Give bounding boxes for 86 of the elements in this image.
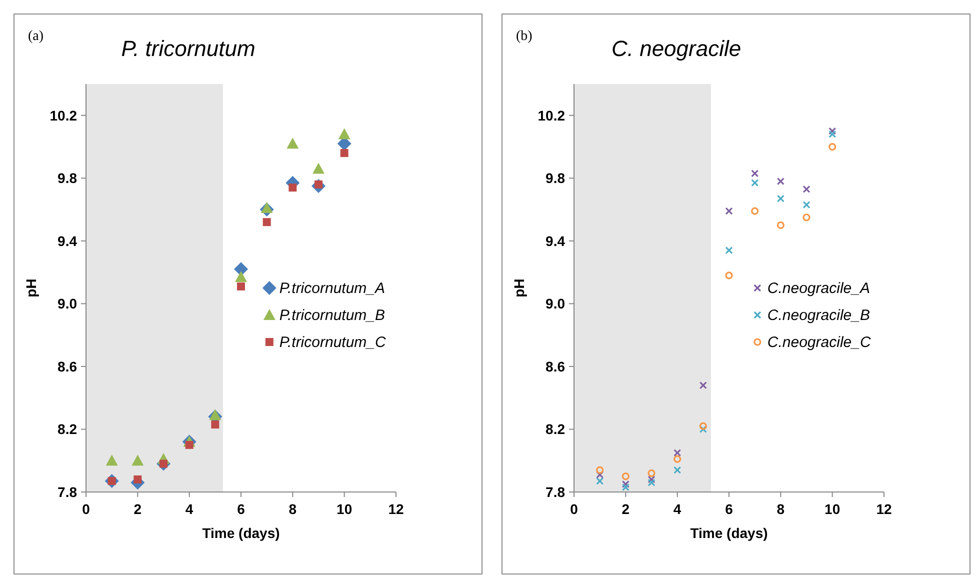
- legend-label: C.neogracile_C: [767, 334, 871, 351]
- point: [262, 218, 271, 226]
- point: [648, 478, 656, 486]
- y-tick-label: 10.2: [538, 107, 566, 124]
- y-axis-title: pH: [511, 278, 527, 298]
- point: [235, 271, 247, 282]
- y-tick-label: 7.8: [58, 484, 78, 500]
- x-tick-label: 10: [824, 501, 840, 517]
- x-tick-label: 0: [570, 501, 578, 517]
- point: [699, 381, 707, 390]
- point: [751, 170, 759, 178]
- point: [776, 194, 784, 202]
- point: [776, 221, 784, 230]
- chart-title: C. neogracile: [611, 36, 742, 61]
- point: [338, 128, 350, 140]
- point: [802, 185, 810, 193]
- y-tick-label: 10.2: [50, 107, 78, 124]
- y-tick-label: 8.2: [546, 421, 566, 438]
- point: [209, 409, 222, 420]
- point: [596, 466, 604, 474]
- point: [751, 207, 759, 215]
- x-tick-label: 0: [82, 501, 90, 517]
- point: [776, 177, 784, 186]
- text: (b): [516, 29, 533, 44]
- text: (a): [28, 29, 44, 44]
- point: [699, 422, 707, 430]
- point: [802, 201, 810, 209]
- point: [286, 138, 299, 149]
- point: [622, 472, 630, 480]
- y-tick-label: 8.2: [58, 421, 78, 438]
- legend-label: P.tricornutum_C: [279, 334, 386, 351]
- y-tick-label: 8.6: [546, 358, 566, 374]
- point: [596, 477, 604, 485]
- x-tick-label: 8: [776, 501, 785, 517]
- point: [674, 448, 682, 457]
- x-tick-label: 8: [288, 501, 297, 517]
- point: [674, 466, 682, 474]
- x-tick-label: 2: [134, 501, 142, 517]
- point: [234, 262, 248, 276]
- y-tick-label: 9.0: [58, 296, 78, 312]
- legend-label: P.tricornutum_A: [279, 280, 386, 297]
- y-tick-label: 9.4: [58, 232, 78, 249]
- point: [132, 454, 144, 466]
- y-tick-label: 9.8: [546, 170, 566, 186]
- x-axis-title: Time (days): [202, 525, 280, 541]
- point: [751, 179, 759, 187]
- point: [828, 142, 836, 151]
- point: [802, 214, 810, 222]
- x-tick-label: 10: [336, 501, 352, 517]
- y-tick-label: 9.0: [546, 296, 566, 312]
- point: [648, 469, 656, 477]
- legend-label: C.neogracile_B: [767, 307, 870, 324]
- legend-label: C.neogracile_A: [767, 280, 870, 297]
- point: [828, 130, 836, 138]
- point: [211, 420, 220, 429]
- x-axis-title: Time (days): [690, 525, 768, 541]
- point: [237, 282, 245, 290]
- y-axis-title: pH: [23, 278, 39, 298]
- y-tick-label: 9.8: [58, 170, 78, 186]
- point: [699, 425, 707, 434]
- point: [288, 184, 297, 192]
- x-tick-label: 12: [876, 501, 892, 517]
- x-tick-label: 4: [185, 501, 194, 517]
- point: [828, 127, 836, 135]
- y-tick-label: 9.4: [546, 232, 566, 249]
- point: [725, 246, 733, 254]
- y-tick-label: 8.6: [58, 358, 78, 374]
- point: [674, 455, 682, 463]
- point: [622, 480, 630, 488]
- x-tick-label: 4: [673, 501, 682, 517]
- point: [648, 476, 656, 484]
- x-tick-label: 6: [725, 501, 734, 517]
- point: [725, 207, 733, 215]
- legend-label: P.tricornutum_B: [279, 307, 386, 324]
- point: [312, 162, 324, 174]
- chart-title: P. tricornutum: [121, 36, 256, 61]
- y-tick-label: 7.8: [546, 484, 566, 500]
- x-tick-label: 6: [237, 501, 246, 517]
- point: [725, 272, 733, 280]
- point: [340, 149, 348, 158]
- point: [106, 454, 118, 466]
- point: [622, 483, 630, 492]
- point: [260, 202, 273, 213]
- x-tick-label: 2: [622, 501, 630, 517]
- point: [134, 475, 142, 484]
- x-tick-label: 12: [388, 501, 404, 517]
